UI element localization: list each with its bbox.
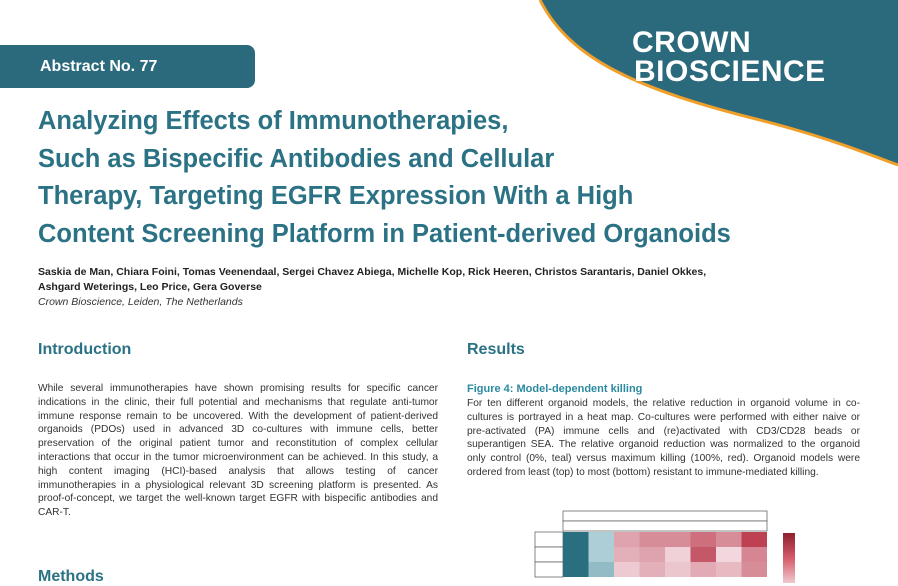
heatmap-cell <box>614 562 640 577</box>
heatmap-cell <box>639 532 665 547</box>
heatmap-colorbar <box>783 533 795 583</box>
heatmap-cell <box>665 562 691 577</box>
figure-title: Figure 4: Model-dependent killing <box>467 383 643 395</box>
heatmap-row-label <box>534 546 564 563</box>
heatmap-cell <box>741 562 767 577</box>
heatmap-cell <box>716 562 742 577</box>
heatmap-cell <box>588 547 614 562</box>
heatmap-cell <box>690 562 716 577</box>
abstract-number-banner: Abstract No. 77 <box>0 45 255 88</box>
heatmap-cell <box>690 532 716 547</box>
heatmap-cell <box>588 562 614 577</box>
figure-caption: For ten different organoid models, the r… <box>467 398 860 478</box>
heatmap-cell <box>563 547 589 562</box>
heatmap-figure <box>534 510 768 578</box>
title-line: Therapy, Targeting EGFR Expression With … <box>38 182 634 210</box>
heatmap-cell <box>665 547 691 562</box>
heatmap-cell <box>716 532 742 547</box>
author-list: Saskia de Man, Chiara Foini, Tomas Veene… <box>38 265 888 310</box>
heatmap-row-label <box>534 531 564 548</box>
heatmap-cell <box>690 547 716 562</box>
heatmap-cell <box>614 532 640 547</box>
heatmap-header-row <box>562 520 768 532</box>
heatmap-cell <box>614 547 640 562</box>
heatmap-row-label <box>534 561 564 578</box>
heatmap-cell <box>741 532 767 547</box>
introduction-heading: Introduction <box>38 341 132 358</box>
header-swoosh <box>538 0 898 167</box>
heatmap-cell <box>563 532 589 547</box>
affiliation: Crown Bioscience, Leiden, The Netherland… <box>38 296 243 308</box>
crown-bioscience-logo: CROWN BIOSCIENCE <box>632 26 826 88</box>
introduction-text: While several immunotherapies have shown… <box>38 383 438 519</box>
logo-line2: BIOSCIENCE <box>634 55 826 88</box>
heatmap-cell <box>639 547 665 562</box>
authors-line: Ashgard Weterings, Leo Price, Gera Gover… <box>38 281 262 293</box>
heatmap-cell <box>716 547 742 562</box>
authors-line: Saskia de Man, Chiara Foini, Tomas Veene… <box>38 266 707 278</box>
heatmap-cell <box>563 562 589 577</box>
logo-line1: CROWN <box>632 26 752 59</box>
title-line: Such as Bispecific Antibodies and Cellul… <box>38 144 555 173</box>
heatmap-cell <box>639 562 665 577</box>
methods-heading: Methods <box>38 568 104 585</box>
heatmap-cell <box>741 547 767 562</box>
title-line: Analyzing Effects of Immunotherapies, <box>38 107 509 135</box>
heatmap-cell <box>665 532 691 547</box>
poster-title: Analyzing Effects of Immunotherapies, Su… <box>38 103 858 253</box>
title-line: Content Screening Platform in Patient-de… <box>38 219 731 248</box>
heatmap-header-row <box>562 510 768 522</box>
heatmap-cell <box>588 532 614 547</box>
results-heading: Results <box>467 341 525 358</box>
